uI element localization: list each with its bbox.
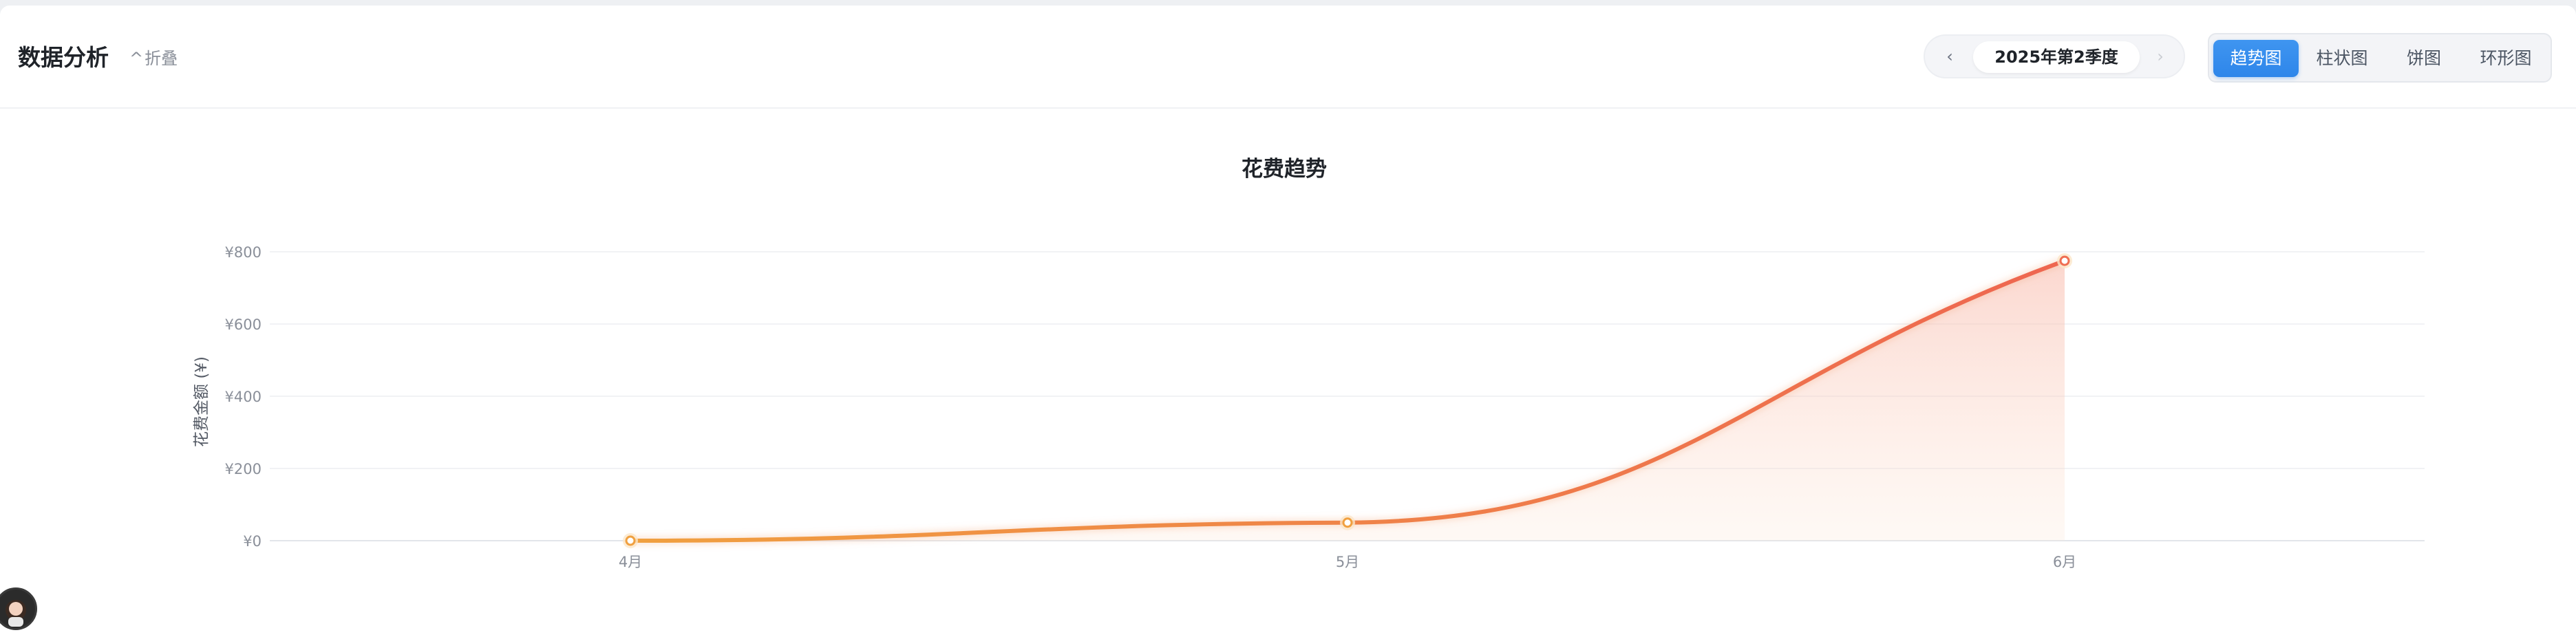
- y-tick-label: ¥600: [225, 316, 262, 333]
- tab-pie[interactable]: 饼图: [2406, 48, 2441, 68]
- page-title: 数据分析: [18, 44, 109, 71]
- data-point: [1342, 517, 1353, 528]
- x-tick-label: 6月: [2053, 554, 2076, 570]
- next-period-button[interactable]: ›: [2157, 47, 2164, 66]
- chevron-up-icon: ^: [129, 49, 144, 68]
- collapse-button[interactable]: ^折叠: [129, 48, 178, 69]
- period-value: 2025年第2季度: [1973, 41, 2140, 73]
- tab-trend[interactable]: 趋势图: [2213, 40, 2299, 77]
- card-header: 数据分析 ^折叠 ‹ 2025年第2季度 › 趋势图 柱状图 饼图 环形图: [0, 6, 2576, 109]
- series-area: [630, 261, 2065, 541]
- avatar-icon: [6, 600, 26, 627]
- spending-trend-chart: 花费趋势 花费金额 (¥) ¥0 ¥200 ¥400 ¥600 ¥800 4月 5月 6月: [193, 157, 2425, 570]
- y-tick-label: ¥400: [225, 389, 262, 405]
- period-selector: ‹ 2025年第2季度 ›: [1924, 34, 2185, 78]
- y-axis-label: 花费金额 (¥): [193, 356, 211, 447]
- chart-title: 花费趋势: [1242, 157, 1327, 182]
- y-tick-label: ¥200: [225, 461, 262, 477]
- x-tick-label: 4月: [619, 554, 642, 570]
- plot-area: ¥0 ¥200 ¥400 ¥600 ¥800 4月 5月 6月: [225, 244, 2425, 570]
- chart-type-tabs: 趋势图 柱状图 饼图 环形图: [2208, 33, 2552, 83]
- user-avatar[interactable]: [0, 587, 37, 630]
- analytics-card: 数据分析 ^折叠 ‹ 2025年第2季度 › 趋势图 柱状图 饼图 环形图: [0, 6, 2576, 637]
- prev-period-button[interactable]: ‹: [1946, 47, 1953, 66]
- data-point: [2059, 255, 2070, 266]
- y-tick-label: ¥800: [225, 244, 262, 261]
- tab-donut[interactable]: 环形图: [2480, 48, 2532, 68]
- tab-bar[interactable]: 柱状图: [2316, 48, 2368, 68]
- collapse-label: 折叠: [145, 49, 178, 68]
- data-point: [625, 535, 636, 546]
- y-tick-label: ¥0: [243, 533, 262, 550]
- x-tick-label: 5月: [1336, 554, 1359, 570]
